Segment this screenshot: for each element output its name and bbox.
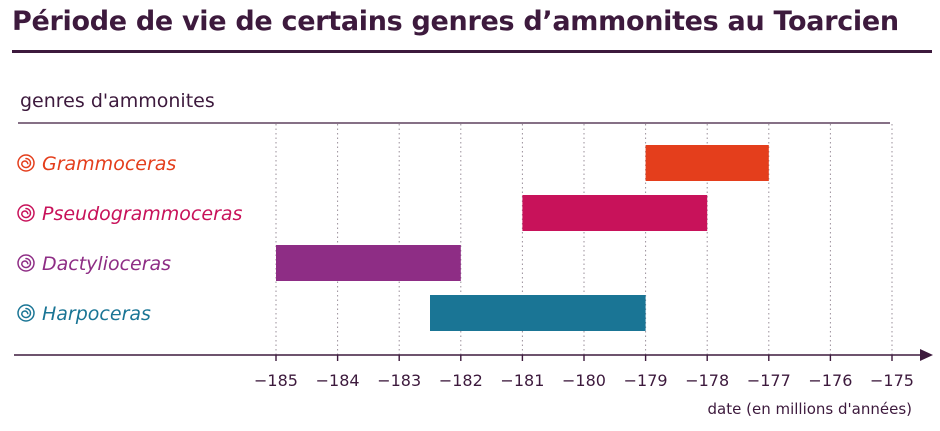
- x-tick-label: −179: [624, 371, 668, 390]
- x-tick-label: −175: [870, 371, 914, 390]
- x-tick-label: −181: [500, 371, 544, 390]
- x-tick-label: −185: [254, 371, 298, 390]
- x-tick-label: −183: [377, 371, 421, 390]
- ammonite-spiral-icon: [17, 204, 35, 222]
- title-underline: [12, 50, 932, 53]
- category-label-grammoceras: Grammoceras: [42, 153, 176, 175]
- bar-grammoceras: [645, 145, 769, 181]
- x-tick-label: −184: [316, 371, 360, 390]
- bars: [276, 145, 769, 331]
- category-label-pseudogrammoceras: Pseudogrammoceras: [42, 203, 243, 225]
- y-axis-title: genres d'ammonites: [20, 90, 215, 112]
- x-axis-arrow-icon: [920, 349, 933, 361]
- x-tick-label: −178: [685, 371, 729, 390]
- bar-dactylioceras: [276, 245, 461, 281]
- x-tick-label: −180: [562, 371, 606, 390]
- category-label-dactylioceras: Dactylioceras: [42, 253, 171, 275]
- x-axis-ticks: −185 −184 −183 −182 −181 −180 −179 −178 −177 −176…: [254, 355, 914, 390]
- x-tick-label: −176: [808, 371, 852, 390]
- bar-pseudogrammoceras: [522, 195, 708, 231]
- ammonite-spiral-icon: [17, 254, 35, 272]
- x-tick-label: −177: [747, 371, 791, 390]
- category-labels: Grammoceras Pseudogrammoceras Dactyliocera…: [17, 153, 243, 325]
- chart-title: Période de vie de certains genres d’ammo…: [12, 6, 899, 37]
- ammonite-spiral-icon: [17, 304, 35, 322]
- category-label-harpoceras: Harpoceras: [42, 303, 151, 325]
- x-axis-title: date (en millions d'années): [708, 400, 912, 418]
- ammonite-spiral-icon: [17, 154, 35, 172]
- bar-harpoceras: [430, 295, 646, 331]
- x-tick-label: −182: [439, 371, 483, 390]
